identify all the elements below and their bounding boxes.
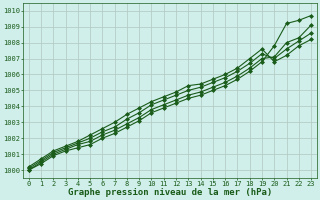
X-axis label: Graphe pression niveau de la mer (hPa): Graphe pression niveau de la mer (hPa)	[68, 188, 272, 197]
